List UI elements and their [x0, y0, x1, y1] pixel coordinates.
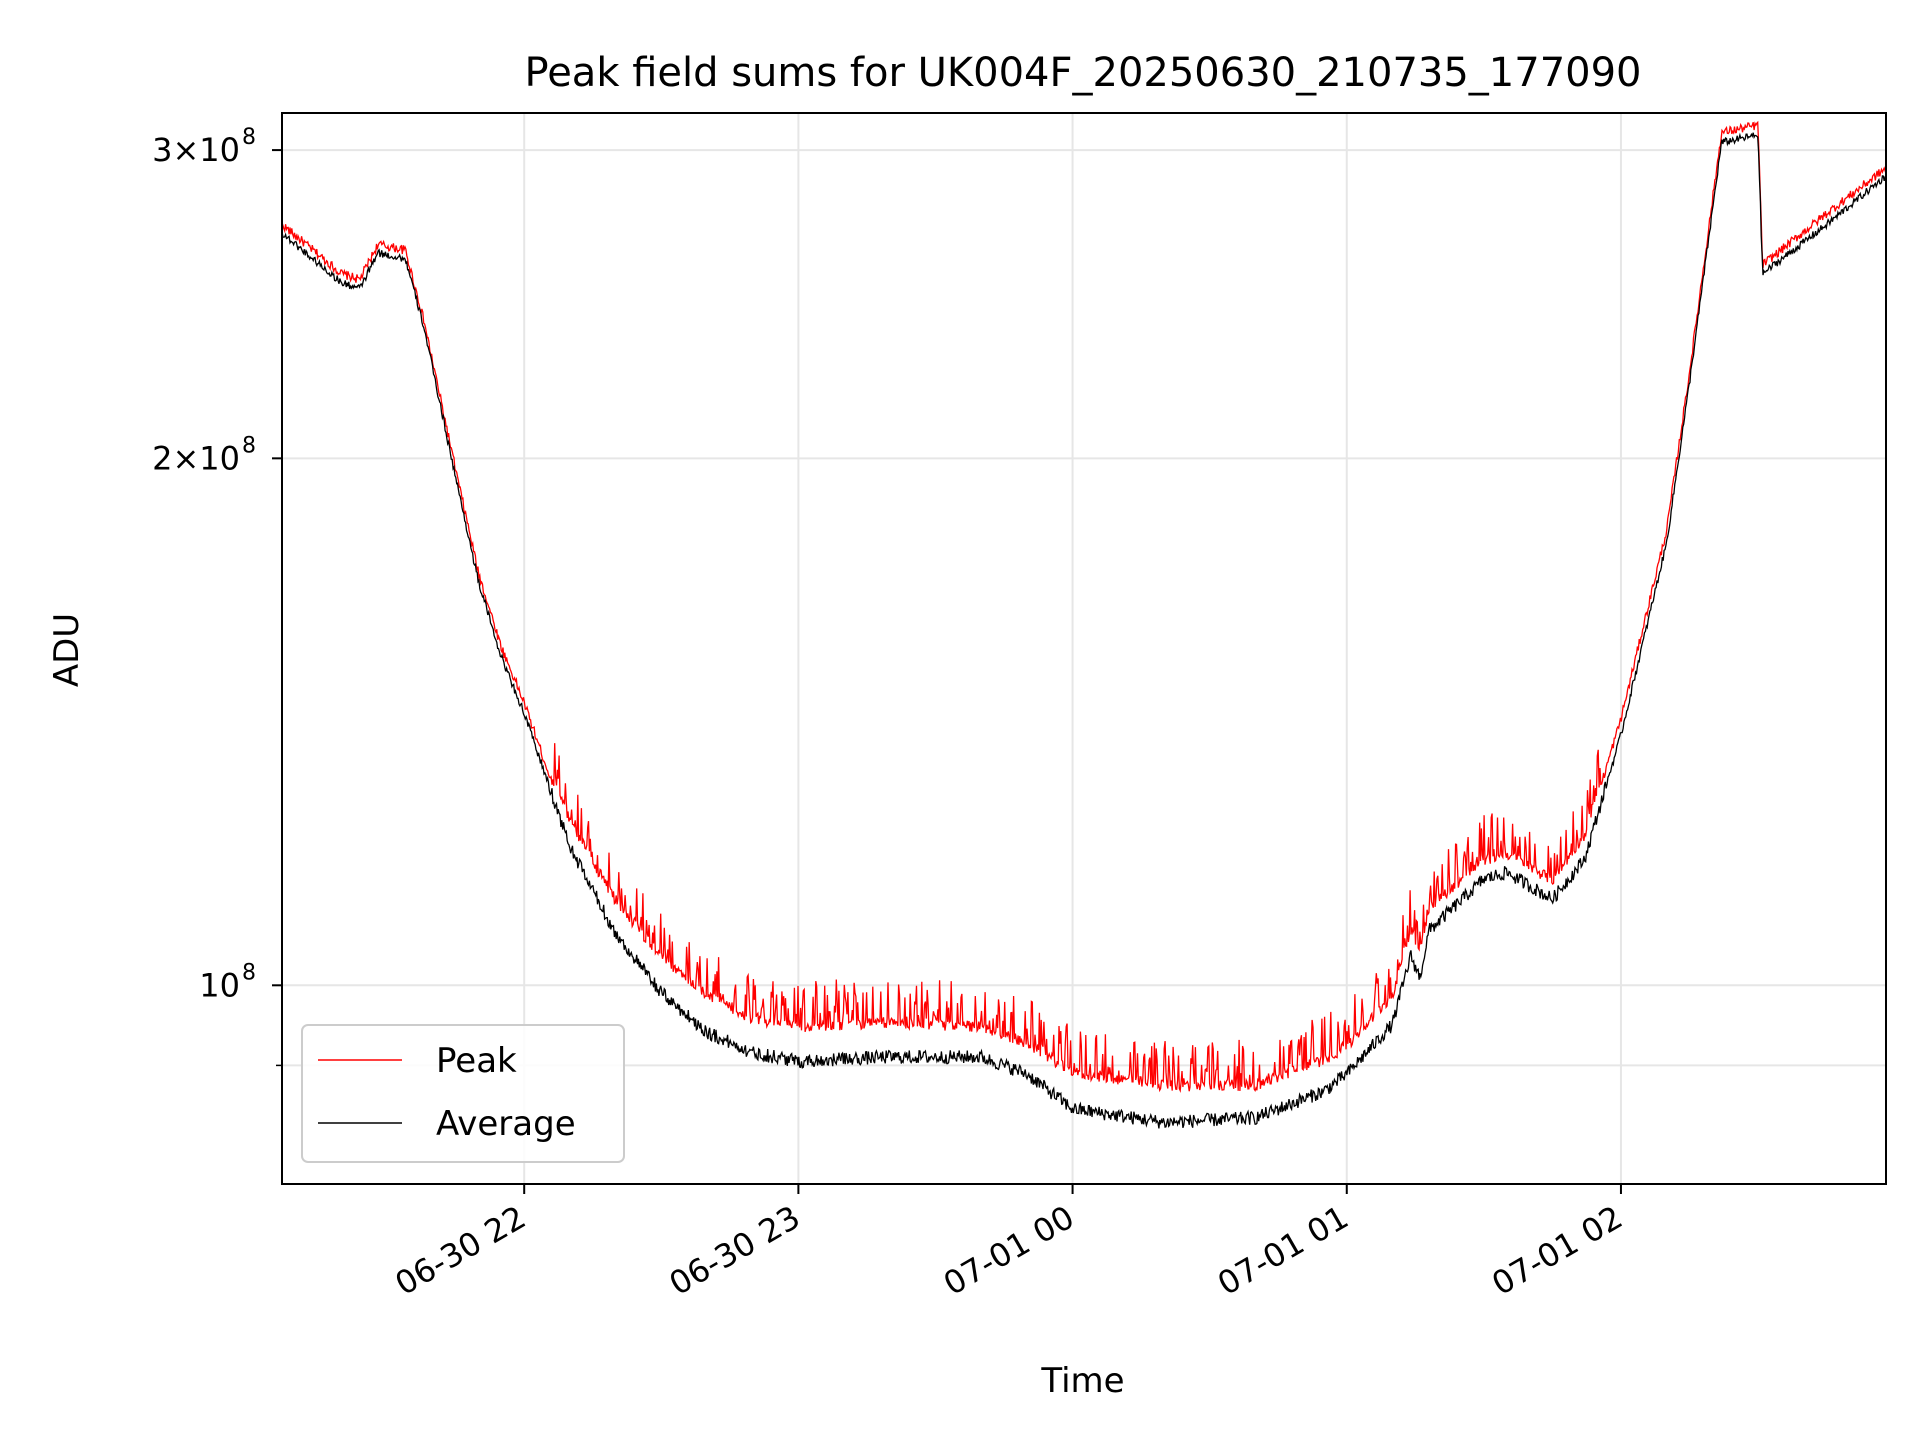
y-axis: 10 82×10 83×10 8	[152, 125, 282, 1067]
y-tick-label: 2×10	[152, 439, 240, 477]
series-line-average	[281, 132, 1887, 1129]
y-tick-label-base: 3×10	[152, 131, 240, 169]
grid	[282, 113, 1886, 1184]
y-tick-label-base: 2×10	[152, 439, 240, 477]
series-layer	[281, 120, 1887, 1129]
chart-title: Peak field sums for UK004F_20250630_2107…	[525, 50, 1642, 96]
legend: Peak Average	[301, 1024, 625, 1163]
y-tick-label-exponent: 8	[242, 125, 256, 150]
series-line-peak	[281, 120, 1887, 1094]
legend-label-average: Average	[436, 1104, 576, 1144]
y-tick-label-base: 10	[199, 966, 240, 1004]
plot-frame	[281, 112, 1887, 1185]
y-tick-label-exponent: 8	[242, 433, 256, 458]
y-axis-label: ADU	[47, 613, 87, 687]
y-tick-label: 3×10	[152, 131, 240, 169]
x-axis-label: Time	[1040, 1361, 1124, 1401]
y-tick-label: 10	[199, 966, 240, 1004]
y-tick-label-exponent: 8	[242, 960, 256, 985]
legend-label-peak: Peak	[436, 1041, 517, 1081]
